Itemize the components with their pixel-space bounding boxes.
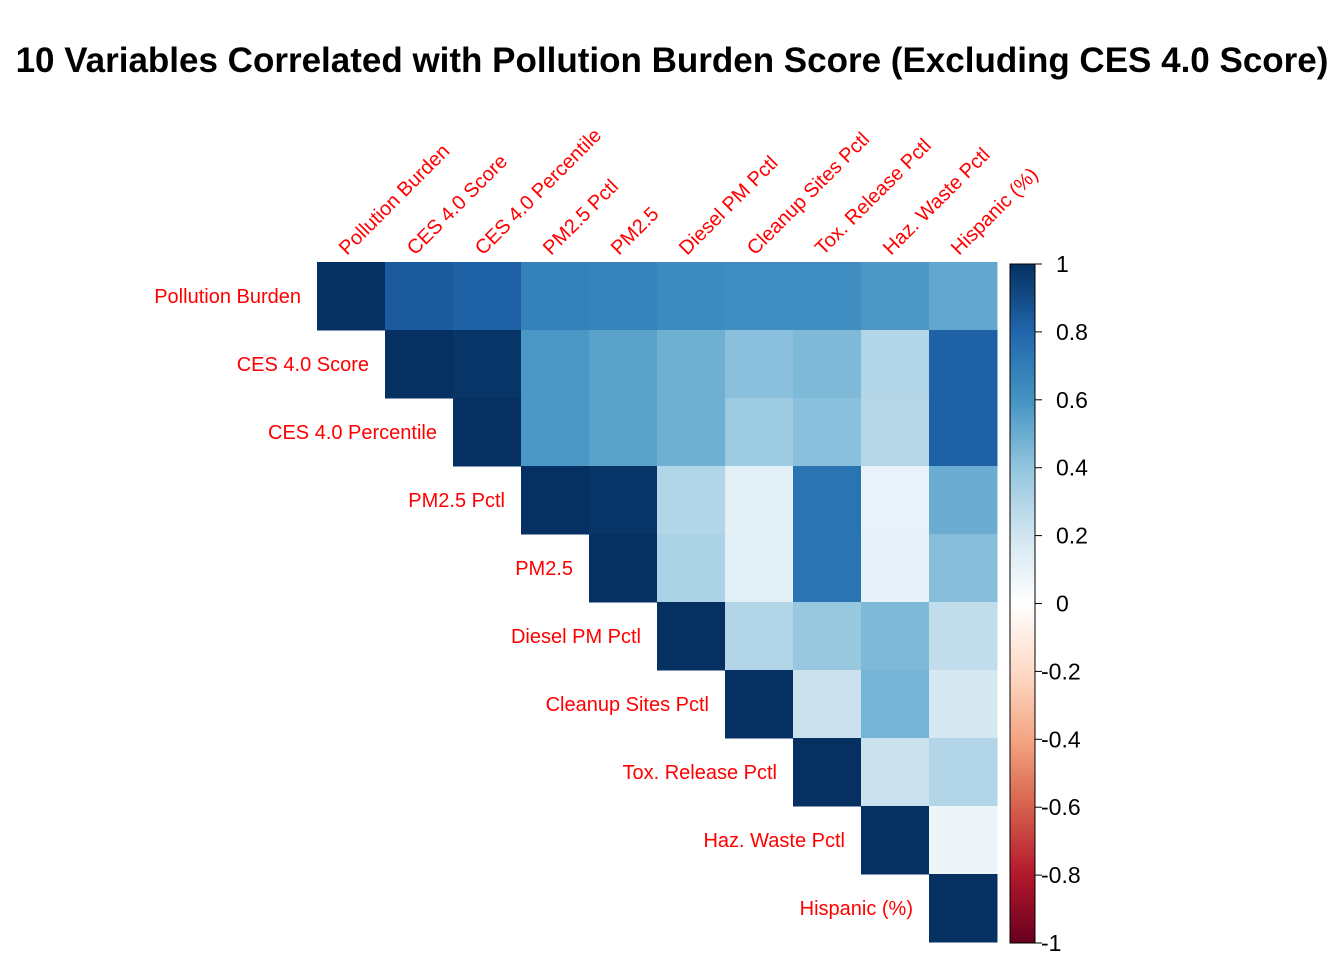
colorbar [1009,263,1036,944]
heatmap-cell [793,330,862,399]
heatmap-cell [453,330,522,399]
colorbar-tick-label: 1 [1056,251,1069,277]
heatmap-cell [929,602,998,671]
colorbar-tick-label: 0.2 [1056,523,1088,549]
heatmap-cell [793,262,862,331]
heatmap-cell [725,398,794,467]
heatmap-cell [793,670,862,739]
column-label: Tox. Release Pctl [811,135,936,260]
heatmap-cell [521,398,590,467]
heatmap-cell [657,534,726,603]
heatmap-cell [861,670,930,739]
heatmap-cell [657,398,726,467]
heatmap-cell [929,398,998,467]
row-label: PM2.5 Pctl [408,490,505,512]
heatmap-cell [589,330,658,399]
heatmap-cell [725,330,794,399]
heatmap-cell [929,534,998,603]
heatmap-cell [657,330,726,399]
heatmap-cell [453,398,522,467]
heatmap-cell [589,262,658,331]
colorbar-tick-label: 0 [1056,591,1069,617]
heatmap-cell [793,466,862,535]
heatmap-cell [793,398,862,467]
heatmap-cell [793,602,862,671]
row-label: CES 4.0 Score [237,354,369,376]
heatmap-cell [657,262,726,331]
column-label: PM2.5 [607,203,663,259]
heatmap-cell [929,466,998,535]
heatmap-cell [861,262,930,331]
heatmap-cell [929,738,998,807]
row-label: PM2.5 [515,558,573,580]
row-label: Tox. Release Pctl [622,762,777,784]
heatmap-cell [929,670,998,739]
heatmap-cell [725,670,794,739]
heatmap-cell [861,738,930,807]
row-label: Hispanic (%) [800,898,913,920]
colorbar-tick-label: -0.2 [1041,658,1081,684]
heatmap-cell [317,262,386,331]
row-label: Cleanup Sites Pctl [546,694,709,716]
colorbar-tick-label: 0.6 [1056,387,1088,413]
colorbar-tick-label: 0.4 [1056,455,1088,481]
heatmap-cell [793,534,862,603]
heatmap-cell [861,806,930,875]
heatmap-cell [589,534,658,603]
heatmap-cell [793,738,862,807]
colorbar-tick-label: 0.8 [1056,319,1088,345]
heatmap-cell [521,262,590,331]
heatmap-cell [725,602,794,671]
row-label: Haz. Waste Pctl [703,830,845,852]
heatmap-cell [725,466,794,535]
heatmap-cell [861,330,930,399]
column-label: CES 4.0 Percentile [471,124,606,259]
heatmap-cell [929,330,998,399]
heatmap-cell [589,466,658,535]
heatmap-cell [589,398,658,467]
heatmap-cell [657,602,726,671]
row-label: Diesel PM Pctl [511,626,641,648]
heatmap-cell [453,262,522,331]
colorbar-tick-label: -0.6 [1041,794,1081,820]
heatmap-cell [521,330,590,399]
colorbar-tick-label: -0.4 [1041,726,1081,752]
row-label: CES 4.0 Percentile [268,422,437,444]
heatmap-cell [725,534,794,603]
heatmap-cell [861,466,930,535]
heatmap-cell [657,466,726,535]
colorbar-tick-label: -0.8 [1041,862,1081,888]
heatmap-cell [521,466,590,535]
heatmap-cell [861,534,930,603]
heatmap-cell [929,262,998,331]
heatmap-cell [929,874,998,943]
heatmap-cell [385,330,454,399]
heatmap-cell [861,398,930,467]
column-label: Cleanup Sites Pctl [743,128,874,259]
heatmap-cell [929,806,998,875]
chart-title: 10 Variables Correlated with Pollution B… [16,41,1329,80]
heatmap-cell [725,262,794,331]
row-label: Pollution Burden [154,286,301,308]
colorbar-tick-label: -1 [1041,930,1061,956]
heatmap-cell [385,262,454,331]
heatmap-cell [861,602,930,671]
